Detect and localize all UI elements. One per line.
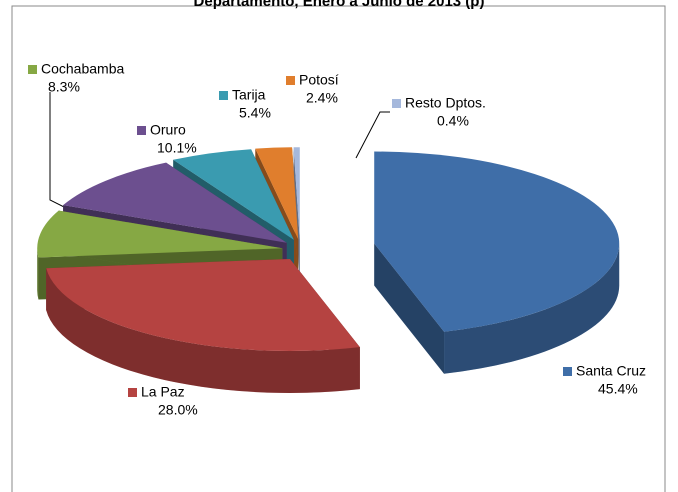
leader-line [355, 111, 390, 159]
legend-label: Tarija [232, 87, 266, 103]
legend-swatch [128, 388, 137, 397]
slice [374, 151, 620, 332]
data-label: 5.4% [239, 105, 271, 121]
legend-label: Santa Cruz [576, 363, 646, 379]
data-label: 8.3% [48, 79, 80, 95]
data-label: 0.4% [437, 113, 469, 129]
chart-title: Departamento, Enero a Junio de 2013 (p) [194, 0, 485, 10]
data-label: 10.1% [157, 140, 197, 156]
legend-swatch [137, 126, 146, 135]
slice-shade [374, 243, 445, 374]
legend-swatch [286, 76, 295, 85]
data-label: 28.0% [158, 402, 198, 418]
legend-label: Resto Dptos. [405, 95, 486, 111]
slice-side [293, 147, 300, 282]
slice-side [374, 243, 445, 374]
slice-shade [46, 268, 360, 393]
labels: Santa Cruz 45.4% La Paz 28.0% Cochabamba 8.3%… [28, 61, 646, 418]
slice [46, 258, 360, 351]
slice [255, 147, 299, 240]
slice-shade [293, 147, 300, 282]
slice [293, 147, 300, 240]
legend-swatch [563, 367, 572, 376]
legend-swatch [219, 91, 228, 100]
legend-swatch [28, 65, 37, 74]
legend-label: Cochabamba [41, 61, 124, 77]
legend-swatch [392, 99, 401, 108]
legend-label: La Paz [141, 384, 185, 400]
slice [63, 162, 287, 243]
legend-label: Oruro [150, 122, 186, 138]
data-label: 2.4% [306, 90, 338, 106]
slice [37, 210, 283, 258]
slice-shade [37, 248, 39, 300]
legend-label: Potosí [299, 72, 339, 88]
slice [173, 149, 294, 240]
slice-wall [46, 268, 360, 393]
data-label: 45.4% [598, 381, 638, 397]
slice-wall [37, 248, 39, 300]
pie [37, 147, 620, 393]
slice-wall [444, 243, 620, 374]
slice-shade [444, 243, 620, 374]
